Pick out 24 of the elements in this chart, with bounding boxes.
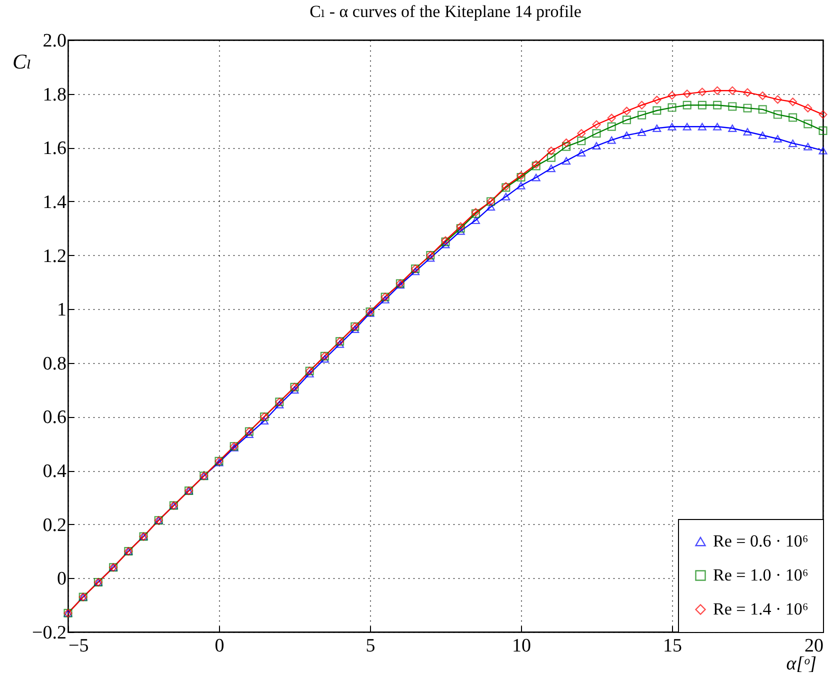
x-tick-label: 15 xyxy=(663,636,682,656)
y-tick-label: −0.2 xyxy=(32,622,66,644)
y-tick-label: 0.6 xyxy=(42,407,66,428)
x-tick-label: 5 xyxy=(366,636,376,656)
x-tick-label: 0 xyxy=(214,636,224,656)
y-tick-label: 2.0 xyxy=(42,30,66,52)
x-tick-label: −5 xyxy=(68,636,89,656)
y-tick-label: 0 xyxy=(57,568,66,590)
y-tick-label: 0.4 xyxy=(42,461,67,482)
x-tick-label: 20 xyxy=(804,636,824,656)
y-tick-label: 0.8 xyxy=(42,353,66,374)
y-axis-title: Cₗ xyxy=(12,50,32,74)
x-axis-title: α[ᵒ] xyxy=(786,654,816,674)
y-tick-label: 1.2 xyxy=(42,246,66,267)
chart-title: Cₗ - α curves of the Kiteplane 14 profile xyxy=(310,2,582,21)
legend-label: Re = 1.0 · 10⁶ xyxy=(713,566,808,584)
y-tick-label: 1.8 xyxy=(42,84,66,106)
x-tick-label: 10 xyxy=(512,636,531,656)
legend-label: Re = 1.4 · 10⁶ xyxy=(713,600,808,618)
y-tick-label: 1.6 xyxy=(42,138,66,160)
y-tick-label: 1 xyxy=(57,300,66,321)
y-tick-label: 1.4 xyxy=(42,192,67,213)
legend-label: Re = 0.6 · 10⁶ xyxy=(713,532,808,550)
y-tick-label: 0.2 xyxy=(42,514,66,536)
